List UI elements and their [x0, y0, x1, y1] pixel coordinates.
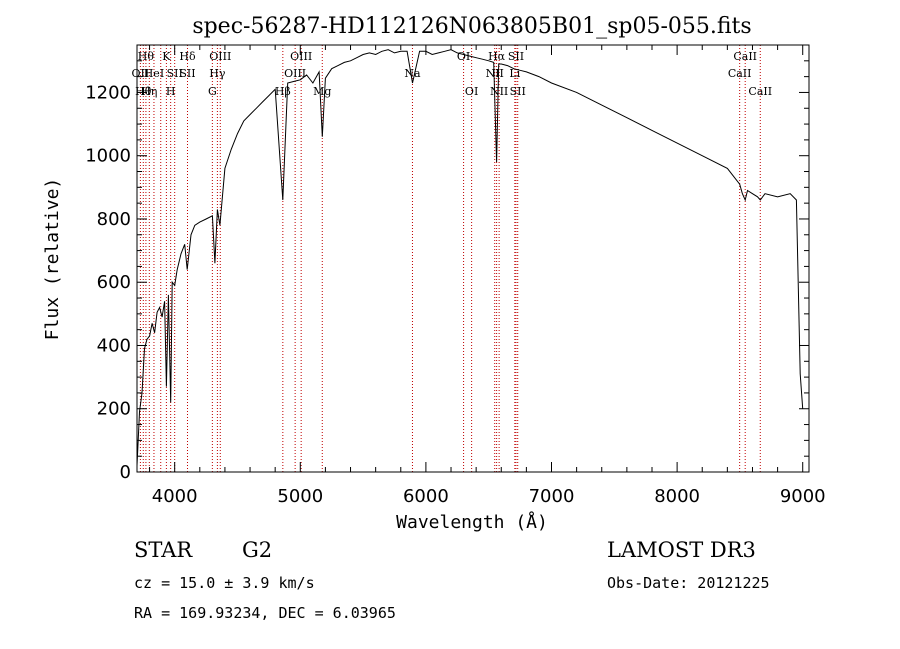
line-label: Hδ — [179, 50, 196, 63]
subclass: G2 — [242, 538, 273, 562]
y-tick-label: 0 — [120, 462, 131, 483]
survey-name: LAMOST DR3 — [607, 538, 756, 562]
line-label: H — [166, 85, 176, 98]
line-label: SII — [167, 67, 183, 80]
y-tick-label: 200 — [97, 399, 131, 420]
x-axis-label: Wavelength (Å) — [396, 511, 548, 533]
y-tick-label: 1000 — [85, 146, 131, 167]
line-label: OIII — [284, 67, 306, 80]
x-tick-label: 8000 — [654, 486, 700, 507]
chart-title: spec-56287-HD112126N063805B01_sp05-055.f… — [192, 14, 751, 39]
ra-dec-text: RA = 169.93234, DEC = 6.03965 — [134, 604, 396, 622]
x-tick-label: 9000 — [780, 486, 826, 507]
line-label: Hγ — [209, 67, 226, 80]
line-label: SII — [179, 67, 195, 80]
line-label: Hβ — [275, 85, 291, 98]
line-label: OIII — [209, 50, 231, 63]
line-label: NII — [486, 67, 504, 80]
line-label: CaII — [733, 50, 757, 63]
obs-date: Obs-Date: 20121225 — [607, 574, 770, 592]
line-label: K — [162, 50, 171, 63]
line-label: Hη — [141, 85, 157, 98]
x-tick-label: 7000 — [529, 486, 575, 507]
line-label: Mg — [313, 85, 331, 98]
x-tick-label: 5000 — [277, 486, 323, 507]
line-label: OI — [457, 50, 470, 63]
line-label: SII — [508, 50, 524, 63]
line-label: Li — [509, 67, 520, 80]
line-label: OIII — [290, 50, 312, 63]
object-class: STAR — [134, 538, 193, 562]
spectrum-line — [136, 49, 804, 466]
line-label: OII — [132, 67, 150, 80]
line-label: CaII — [748, 85, 772, 98]
redshift-text: cz = 15.0 ± 3.9 km/s — [134, 574, 315, 592]
line-label: G — [208, 85, 217, 98]
line-label: Hα — [488, 50, 506, 63]
plot-frame — [136, 44, 810, 473]
y-tick-label: 600 — [97, 272, 131, 293]
y-axis: 0 200 400 600 800 1000 1200 — [85, 60, 809, 483]
y-tick-label: 400 — [97, 335, 131, 356]
line-label-group: OIIHθHθHηHeIKHSIIHδSIIGHγOIIIHβOIIIOIIIM… — [132, 50, 773, 98]
y-tick-label: 800 — [97, 209, 131, 230]
y-tick-label: 1200 — [85, 82, 131, 103]
line-label: SII — [510, 85, 526, 98]
line-label: Hθ — [138, 50, 155, 63]
x-tick-label: 6000 — [403, 486, 449, 507]
line-label: NII — [490, 85, 508, 98]
line-label: Na — [404, 67, 421, 80]
line-label: OI — [465, 85, 478, 98]
y-axis-label: Flux (relative) — [42, 178, 63, 341]
x-tick-label: 4000 — [152, 486, 198, 507]
emission-line-group — [139, 45, 761, 472]
line-label: CaII — [728, 67, 752, 80]
line-label: HeI — [144, 67, 164, 80]
line-label: Hθ — [135, 85, 152, 98]
x-axis: 4000 5000 6000 7000 8000 9000 — [149, 45, 826, 507]
